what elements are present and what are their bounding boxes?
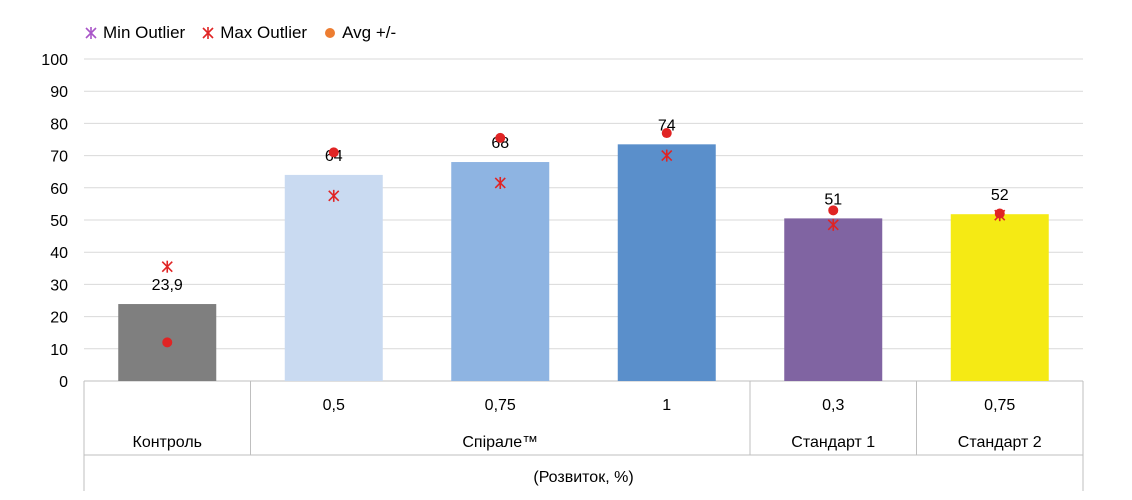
bar-value-label: 52 [991, 187, 1009, 204]
dot-marker-icon [321, 28, 339, 38]
x-axis-table: 0,5 0,75 1 0,3 0,75 Контроль Спірале™ Стандарт … [83, 381, 1084, 491]
markers: 23,96468745152 [152, 117, 1009, 348]
y-axis-ticks: 0 10 20 30 40 50 60 70 80 90 100 [41, 52, 68, 391]
x-category-label: 0,75 [984, 397, 1015, 414]
y-tick-label: 10 [50, 342, 68, 359]
bar [784, 218, 883, 381]
legend-label: Avg +/- [342, 23, 397, 42]
legend-item: Min Outlier [82, 23, 185, 43]
x-group-label: Стандарт 2 [958, 434, 1042, 451]
legend-label: Min Outlier [103, 23, 186, 42]
asterisk-marker-icon [199, 27, 217, 39]
y-tick-label: 100 [41, 52, 68, 69]
bar-value-label: 51 [824, 191, 842, 208]
x-axis-title: (Розвиток, %) [533, 469, 633, 486]
asterisk-marker [161, 260, 173, 273]
dot-marker [661, 128, 672, 139]
dot-marker [828, 205, 839, 216]
bar [950, 214, 1049, 381]
x-group-label: Контроль [133, 434, 203, 451]
y-tick-label: 20 [50, 310, 68, 327]
x-category-label: 0,75 [485, 397, 516, 414]
x-category-label: 0,3 [822, 397, 844, 414]
y-tick-label: 70 [50, 149, 68, 166]
asterisk-marker [328, 189, 340, 202]
asterisk-marker [661, 149, 673, 162]
y-tick-label: 50 [50, 213, 68, 230]
chart-legend: Min Outlier Max Outlier Avg +/- [82, 22, 410, 44]
asterisk-marker-icon [82, 27, 100, 39]
y-tick-label: 40 [50, 245, 68, 262]
legend-item: Avg +/- [321, 23, 396, 43]
dot-marker [994, 208, 1005, 219]
y-tick-label: 0 [59, 374, 68, 391]
y-tick-label: 90 [50, 84, 68, 101]
x-category-label: 1 [662, 397, 671, 414]
asterisk-marker [827, 218, 839, 231]
dot-marker [162, 337, 173, 348]
bar [617, 144, 716, 381]
x-category-label: 0,5 [323, 397, 345, 414]
y-tick-label: 30 [50, 277, 68, 294]
x-group-label: Спірале™ [462, 434, 538, 451]
bars [118, 144, 1049, 381]
bar [451, 162, 550, 381]
x-group-label: Стандарт 1 [791, 434, 875, 451]
bar-value-label: 23,9 [152, 277, 183, 294]
asterisk-marker [494, 176, 506, 189]
dot-marker [495, 132, 506, 143]
legend-label: Max Outlier [220, 23, 308, 42]
y-tick-label: 60 [50, 181, 68, 198]
dot-marker [328, 147, 339, 158]
bar-value-label: 74 [658, 117, 676, 134]
y-tick-label: 80 [50, 116, 68, 133]
legend-item: Max Outlier [199, 23, 307, 43]
gridlines [84, 58, 1083, 382]
bar [284, 174, 383, 381]
